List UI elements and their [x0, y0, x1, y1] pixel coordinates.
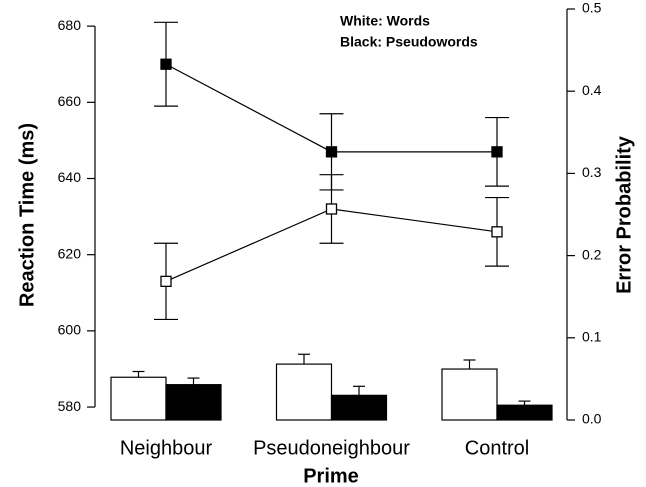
x-tick-label: Neighbour: [120, 437, 213, 459]
marker: [325, 146, 338, 158]
x-tick-label: Pseudoneighbour: [253, 437, 410, 459]
y2-tick-label: 0.3: [582, 164, 602, 180]
annotation: Black: Pseudowords: [340, 34, 478, 50]
bar: [496, 404, 553, 421]
y-tick-label: 600: [58, 322, 82, 338]
marker: [491, 146, 503, 158]
y-axis-label: Reaction Time (ms): [16, 123, 38, 307]
x-tick-label: Control: [465, 437, 529, 459]
y2-axis-label: Error Probability: [613, 135, 635, 294]
y-tick-label: 660: [58, 93, 82, 109]
y-tick-label: 640: [58, 169, 82, 185]
bar: [275, 363, 333, 421]
x-axis-label: Prime: [303, 465, 359, 487]
y2-tick-label: 0.2: [582, 246, 602, 262]
bar: [165, 384, 222, 421]
y2-tick-label: 0.4: [582, 82, 602, 98]
y2-tick-label: 0.5: [582, 0, 602, 16]
marker: [160, 58, 172, 70]
bar: [110, 376, 167, 421]
y-tick-label: 680: [58, 17, 82, 33]
marker: [325, 203, 338, 215]
y2-tick-label: 0.0: [582, 411, 602, 427]
annotation: White: Words: [340, 13, 430, 29]
y-tick-label: 620: [58, 245, 82, 261]
marker: [491, 226, 503, 238]
bar: [441, 368, 498, 421]
y2-tick-label: 0.1: [582, 329, 602, 345]
y-tick-label: 580: [58, 398, 82, 414]
marker: [160, 275, 172, 287]
bar: [330, 394, 388, 421]
